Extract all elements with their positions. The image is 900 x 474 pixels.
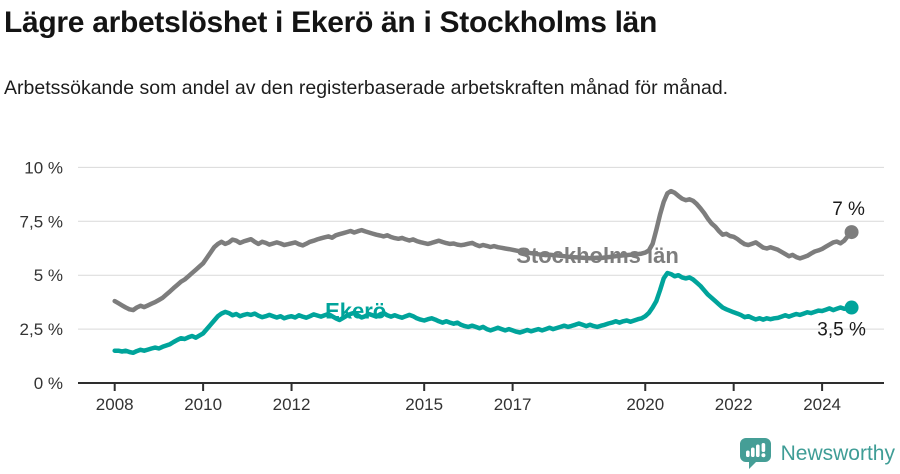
bar-small [745,450,750,457]
y-tick-label: 10 % [24,158,63,177]
series-endpoint-dot [844,300,859,315]
page-title: Lägre arbetslöshet i Ekerö än i Stockhol… [4,6,658,39]
header: Lägre arbetslöshet i Ekerö än i Stockhol… [4,4,884,42]
series-line [112,188,854,313]
series-end-value-label: 7 % [832,199,865,220]
y-tick-label: 5 % [34,266,63,285]
y-tick-label: 7,5 % [20,212,63,231]
speech-bubble-shape [739,438,771,469]
bar-tall [755,444,760,457]
x-tick-label: 2020 [626,395,664,414]
bar-medium [750,447,755,457]
chart-subtitle: Arbetssökande som andel av den registerb… [4,77,729,99]
x-tick-label: 2008 [96,395,134,414]
series-line [112,270,854,356]
series-end-value-label: 3,5 % [817,320,866,341]
exclamation-dot [761,453,766,458]
series-label: Stockholms län [516,243,679,268]
x-tick-label: 2024 [803,395,841,414]
x-tick-label: 2022 [715,395,753,414]
exclamation-bar [761,443,765,452]
series-label: Ekerö [325,298,386,323]
brand-footer: Newsworthy [738,437,895,470]
x-tick-label: 2017 [494,395,532,414]
series-endpoint-dot [844,225,859,240]
brand-name: Newsworthy [780,441,895,465]
x-tick-label: 2015 [405,395,443,414]
y-tick-label: 2,5 % [20,320,63,339]
x-tick-label: 2010 [184,395,222,414]
y-tick-label: 0 % [34,374,63,393]
newsworthy-logo-icon [739,438,771,469]
x-tick-label: 2012 [273,395,311,414]
